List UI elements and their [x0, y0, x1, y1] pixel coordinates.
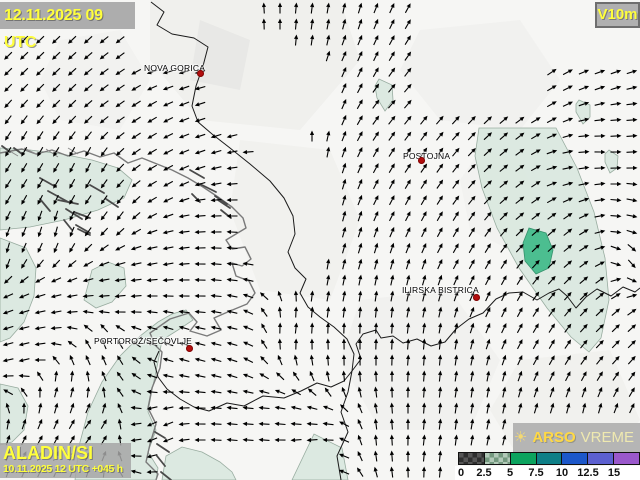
legend-cell — [510, 453, 537, 464]
variable-box: V10m — [595, 2, 640, 28]
timestamp-box: 12.11.2025 09 UTC — [0, 2, 135, 51]
legend-tick: 7.5 — [528, 467, 544, 479]
legend-cell — [614, 453, 640, 464]
timestamp-text: 12.11.2025 09 UTC — [4, 7, 103, 51]
model-name: ALADIN/SI — [3, 443, 93, 463]
border-si-hr-east — [351, 286, 640, 372]
legend-tick: 2.5 — [476, 467, 492, 479]
legend-cell — [459, 453, 485, 464]
border-istria-east — [336, 370, 353, 480]
legend-tick: 12.5 — [577, 467, 599, 479]
legend-tick: 0 — [458, 467, 465, 479]
product-name: VREME — [580, 429, 634, 446]
border-si-hr-west — [153, 350, 353, 412]
shade-region — [0, 147, 133, 231]
agency-name: ARSO — [532, 429, 576, 446]
shade-region — [0, 237, 37, 343]
lagoon-detail — [7, 147, 79, 158]
legend-tick: 5 — [506, 467, 514, 479]
legend-cell — [588, 453, 615, 464]
legend-bar — [458, 452, 640, 465]
shade-region — [0, 383, 29, 446]
border-it-si — [150, 1, 355, 372]
urban-area-trieste — [1, 145, 232, 236]
model-info-box: ALADIN/SI 10.11.2025 12 UTC +045 h — [0, 443, 131, 478]
variable-label: V10m — [597, 6, 638, 23]
country-borders — [150, 1, 640, 480]
legend-tick: 10 — [555, 467, 569, 479]
legend-ticks: 0 2.5 5 7.5 10 12.5 15 — [455, 466, 640, 480]
legend-cell — [562, 453, 589, 464]
shade-region-strong — [522, 227, 554, 275]
shade-region — [161, 446, 237, 480]
sun-icon: ☀ — [513, 429, 528, 446]
urban-area-istria — [154, 431, 172, 480]
shade-region — [291, 433, 349, 480]
legend-cell — [536, 453, 563, 464]
legend-tick: 15 — [607, 467, 621, 479]
branding-box: ☀ ARSO VREME — [513, 423, 640, 452]
legend-cell — [484, 453, 511, 464]
wind-arrow-shafts — [5, 6, 634, 478]
shade-region — [604, 149, 619, 174]
model-run-info: 10.11.2025 12 UTC +045 h — [3, 463, 123, 475]
